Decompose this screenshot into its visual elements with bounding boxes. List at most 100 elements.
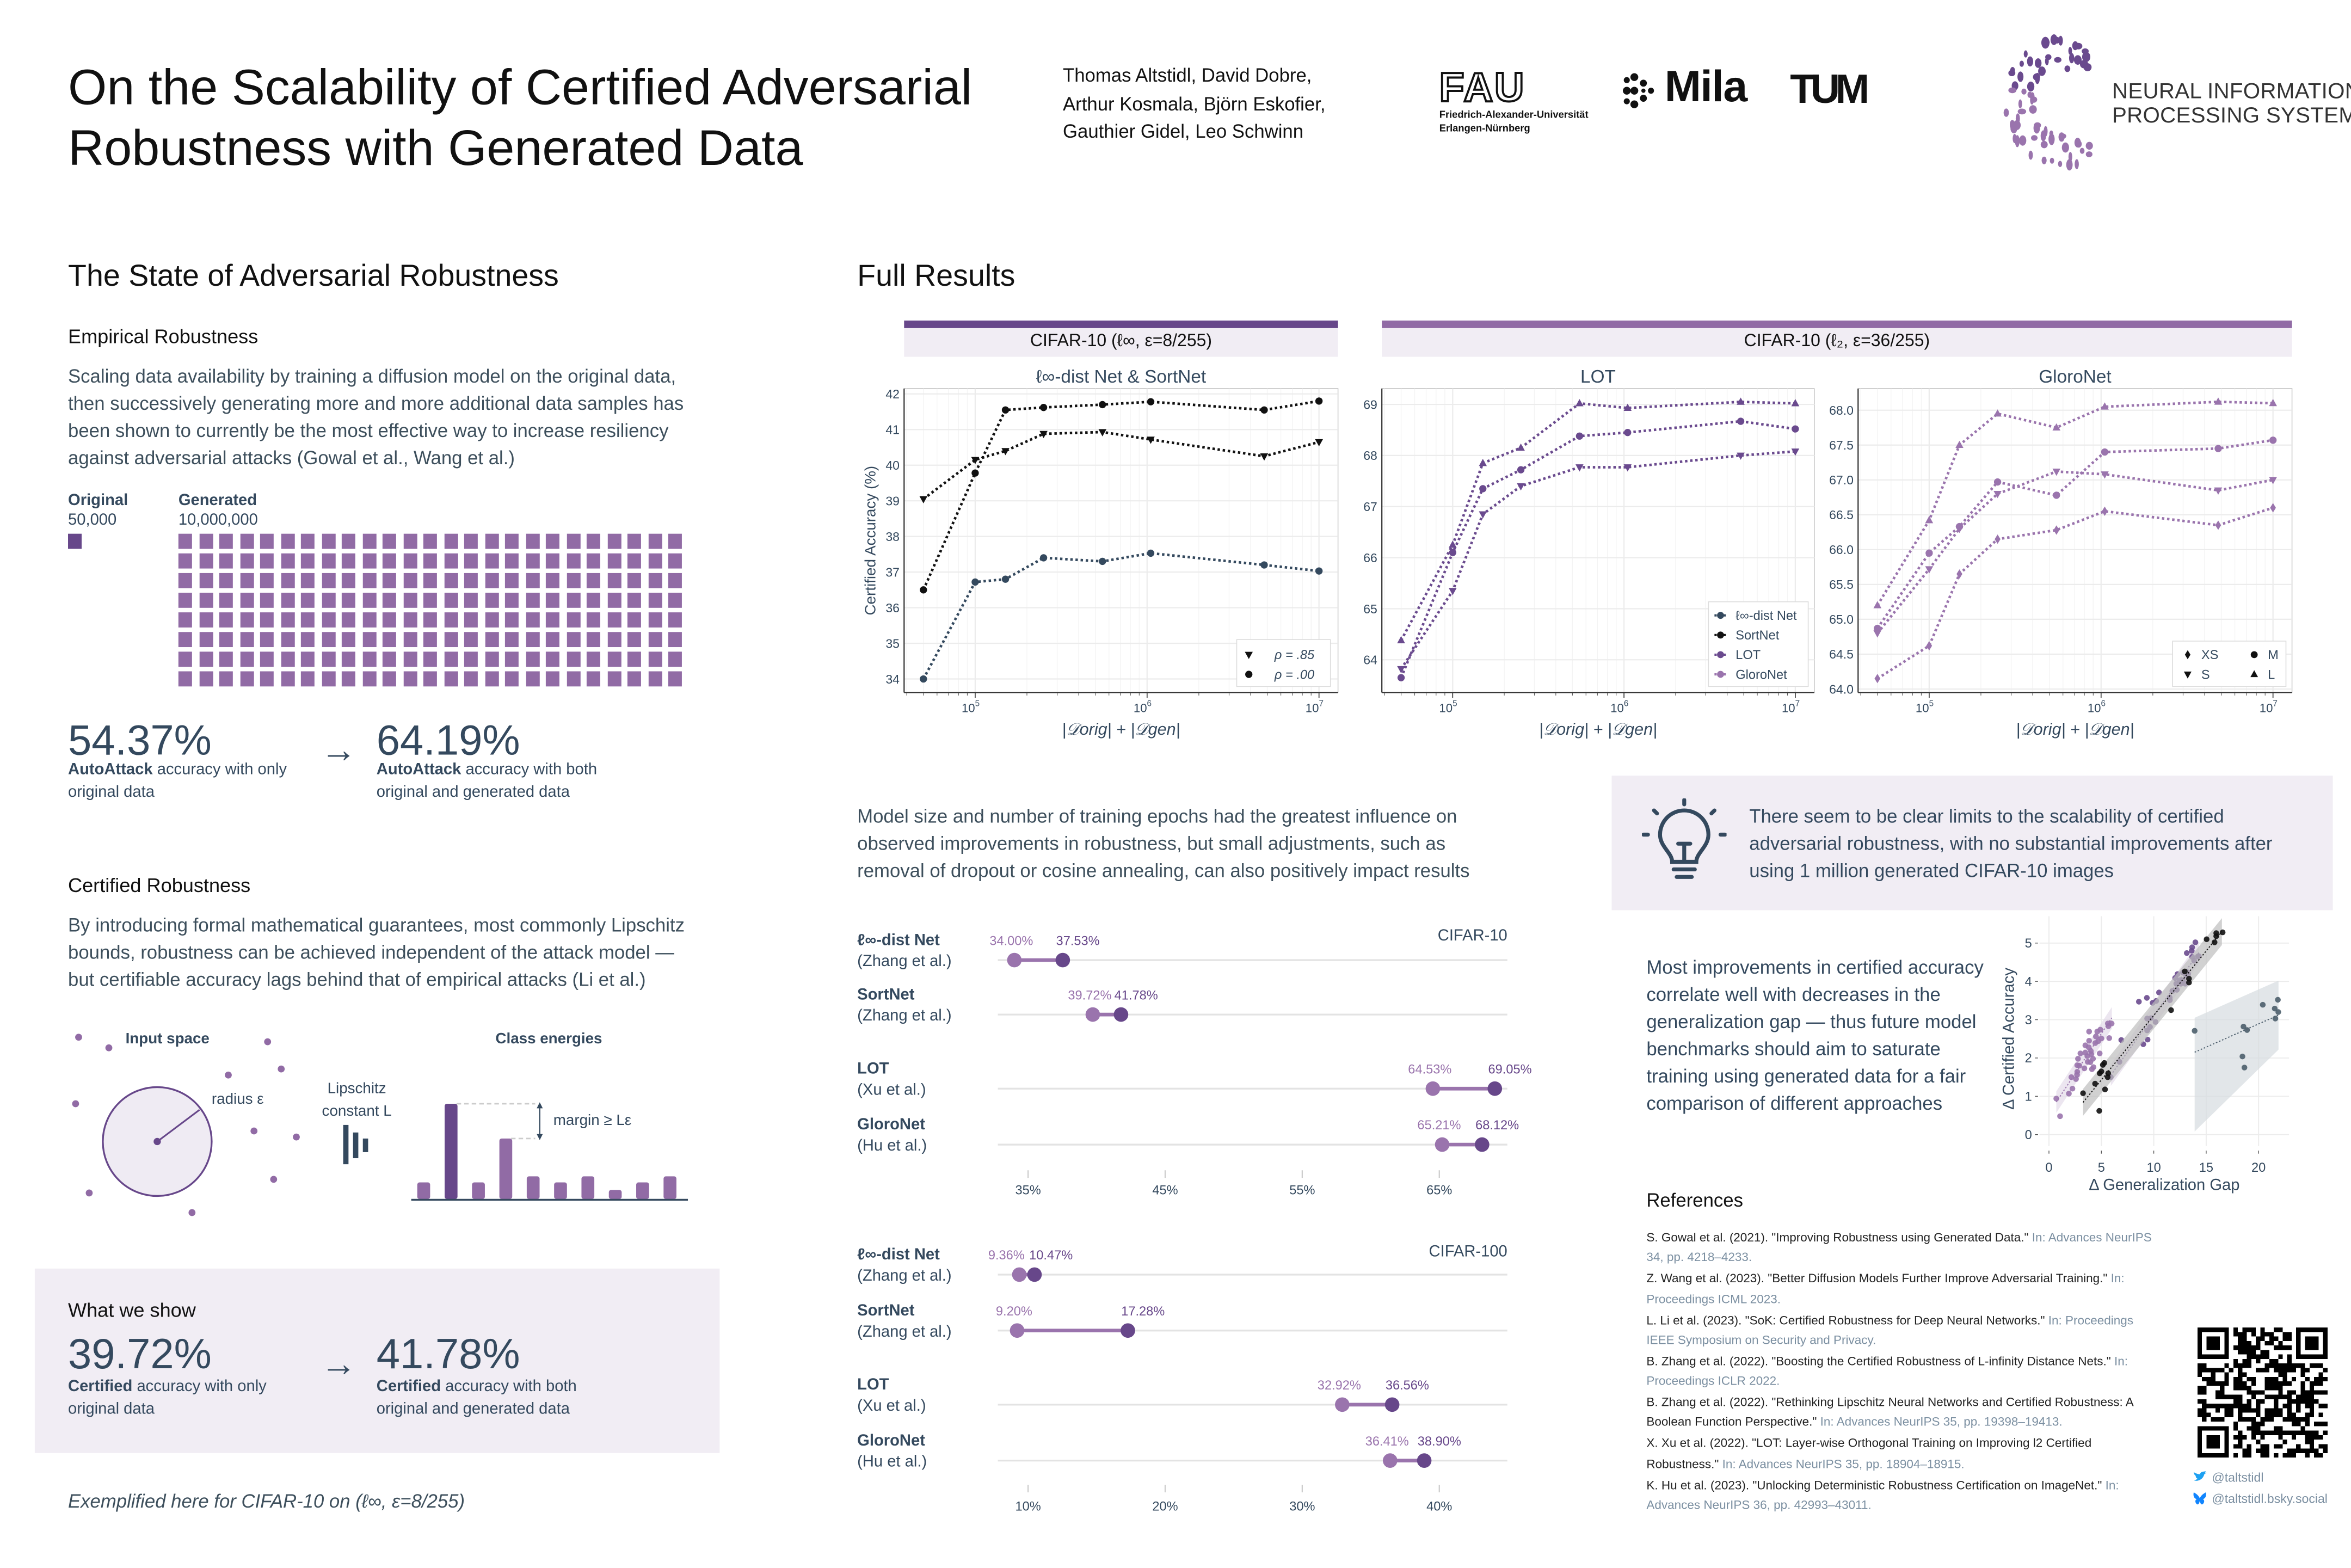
scatter-group [2080, 918, 2226, 1116]
qr-module [2224, 1404, 2229, 1409]
point-before [1085, 1007, 1100, 1022]
value-label-after: 38.90% [1418, 1435, 1461, 1449]
marker-triangle-down [1623, 464, 1632, 472]
x-tick-label: 55% [1289, 1184, 1315, 1198]
scatter-point [2053, 1096, 2059, 1102]
caption-text: accuracy with both [441, 1377, 577, 1396]
qr-module [2287, 1368, 2292, 1373]
class-energy-bar [417, 1182, 430, 1200]
marker-triangle-down [2269, 477, 2277, 484]
x-axis-label: |𝒟orig| + |𝒟gen| [2016, 720, 2134, 739]
qr-module [2247, 1376, 2251, 1382]
qr-module [2291, 1417, 2297, 1422]
qr-module [2274, 1376, 2279, 1382]
y-tick-label: 64 [1363, 653, 1377, 667]
series-line [1876, 439, 2274, 629]
waffle-square [403, 612, 417, 628]
lipschitz-label: Lipschitz [328, 1080, 386, 1097]
qr-module [2278, 1390, 2283, 1395]
caption-text: original and generated data [376, 1399, 570, 1418]
qr-module [2247, 1426, 2251, 1431]
point-after [1121, 1323, 1135, 1338]
neurips-dot [2028, 150, 2033, 160]
waffle-square [566, 533, 580, 549]
marker-circle [1260, 406, 1268, 414]
arrow-right-icon: → [320, 730, 357, 771]
waffle-square [341, 671, 355, 687]
qr-module [2314, 1390, 2319, 1395]
waffle-square [607, 651, 621, 667]
qr-module [2264, 1350, 2269, 1355]
qr-module [2274, 1386, 2279, 1391]
scatter-point [2057, 1113, 2063, 1120]
marker-triangle-up [1737, 397, 1745, 405]
waffle-square [68, 533, 82, 549]
qr-module [2229, 1394, 2233, 1399]
waffle-square [239, 573, 254, 588]
stat-caption: Certified accuracy with only original da… [68, 1376, 267, 1420]
marker-circle [2214, 445, 2222, 452]
qr-module [2305, 1448, 2310, 1453]
qr-module [2260, 1327, 2265, 1332]
paragraph-line: been shown to currently be the most effe… [68, 420, 669, 442]
waffle-square [178, 533, 192, 549]
marker-circle [1147, 549, 1155, 557]
paragraph-line: Most improvements in certified accuracy [1646, 957, 1984, 979]
stat-caption: AutoAttack accuracy with only original d… [68, 759, 287, 803]
neurips-dot [2041, 156, 2047, 164]
qr-module [2211, 1404, 2215, 1409]
marker-triangle-down [1575, 464, 1584, 472]
scatter-point [2088, 1051, 2095, 1057]
waffle-square [300, 612, 315, 628]
waffle-square [525, 553, 539, 569]
y-tick-label: 65.5 [1829, 577, 1854, 592]
marker-circle [1315, 567, 1323, 575]
qr-module [2296, 1363, 2301, 1368]
social-link[interactable]: @taltstidl [2192, 1469, 2328, 1485]
marker-circle [1717, 631, 1724, 639]
reference-item: B. Zhang et al. (2022). "Boosting the Ce… [1646, 1351, 2161, 1392]
neurips-line: NEURAL INFORMATION [2112, 80, 2351, 104]
qr-module [2264, 1386, 2269, 1391]
qr-module [2314, 1376, 2319, 1382]
qr-module [2305, 1412, 2310, 1417]
qr-module [2247, 1404, 2251, 1409]
social-handle[interactable]: @taltstidl [2212, 1469, 2264, 1485]
class-energy-bar [608, 1190, 622, 1200]
waffle-square [280, 612, 294, 628]
social-link[interactable]: @taltstidl.bsky.social [2192, 1491, 2328, 1506]
marker-circle [1624, 429, 1632, 436]
waffle-square [586, 671, 600, 687]
qr-module [2251, 1332, 2256, 1337]
qr-module [2220, 1381, 2225, 1386]
qr-module [2260, 1448, 2265, 1453]
waffle-square [382, 533, 396, 549]
marker-circle [1039, 403, 1048, 411]
qr-module [2260, 1444, 2265, 1449]
dumbbell-row: LOT (Xu et al.) 32.92% 36.56% [857, 1376, 1507, 1415]
x-tick-label: 105 [962, 699, 980, 715]
qr-module [2202, 1404, 2207, 1409]
social-handle[interactable]: @taltstidl.bsky.social [2212, 1491, 2328, 1506]
waffle-square [423, 593, 437, 608]
qr-code[interactable] [2197, 1327, 2329, 1458]
y-tick-label: 67.0 [1829, 473, 1854, 487]
neurips-dot [2072, 41, 2078, 51]
scatter-point [2168, 1007, 2174, 1013]
chart-title: GloroNet [2039, 367, 2112, 387]
scatter-point [2077, 1050, 2084, 1056]
qr-module [2282, 1336, 2287, 1341]
empirical-paragraph: Scaling data availability by training a … [68, 363, 684, 472]
qr-module [2269, 1336, 2274, 1341]
marker-circle [920, 586, 927, 594]
marker-triangle-down [1955, 526, 1964, 533]
x-tick-label: 107 [1306, 699, 1324, 715]
qr-module [2224, 1363, 2229, 1368]
waffle-square [586, 612, 600, 628]
waffle-square [668, 632, 682, 648]
neurips-dot [2038, 66, 2046, 76]
waffle-square [648, 612, 662, 628]
reference-item: K. Hu et al. (2023). "Unlocking Determin… [1646, 1475, 2161, 1516]
waffle-square [362, 651, 376, 667]
waffle-square [525, 573, 539, 588]
